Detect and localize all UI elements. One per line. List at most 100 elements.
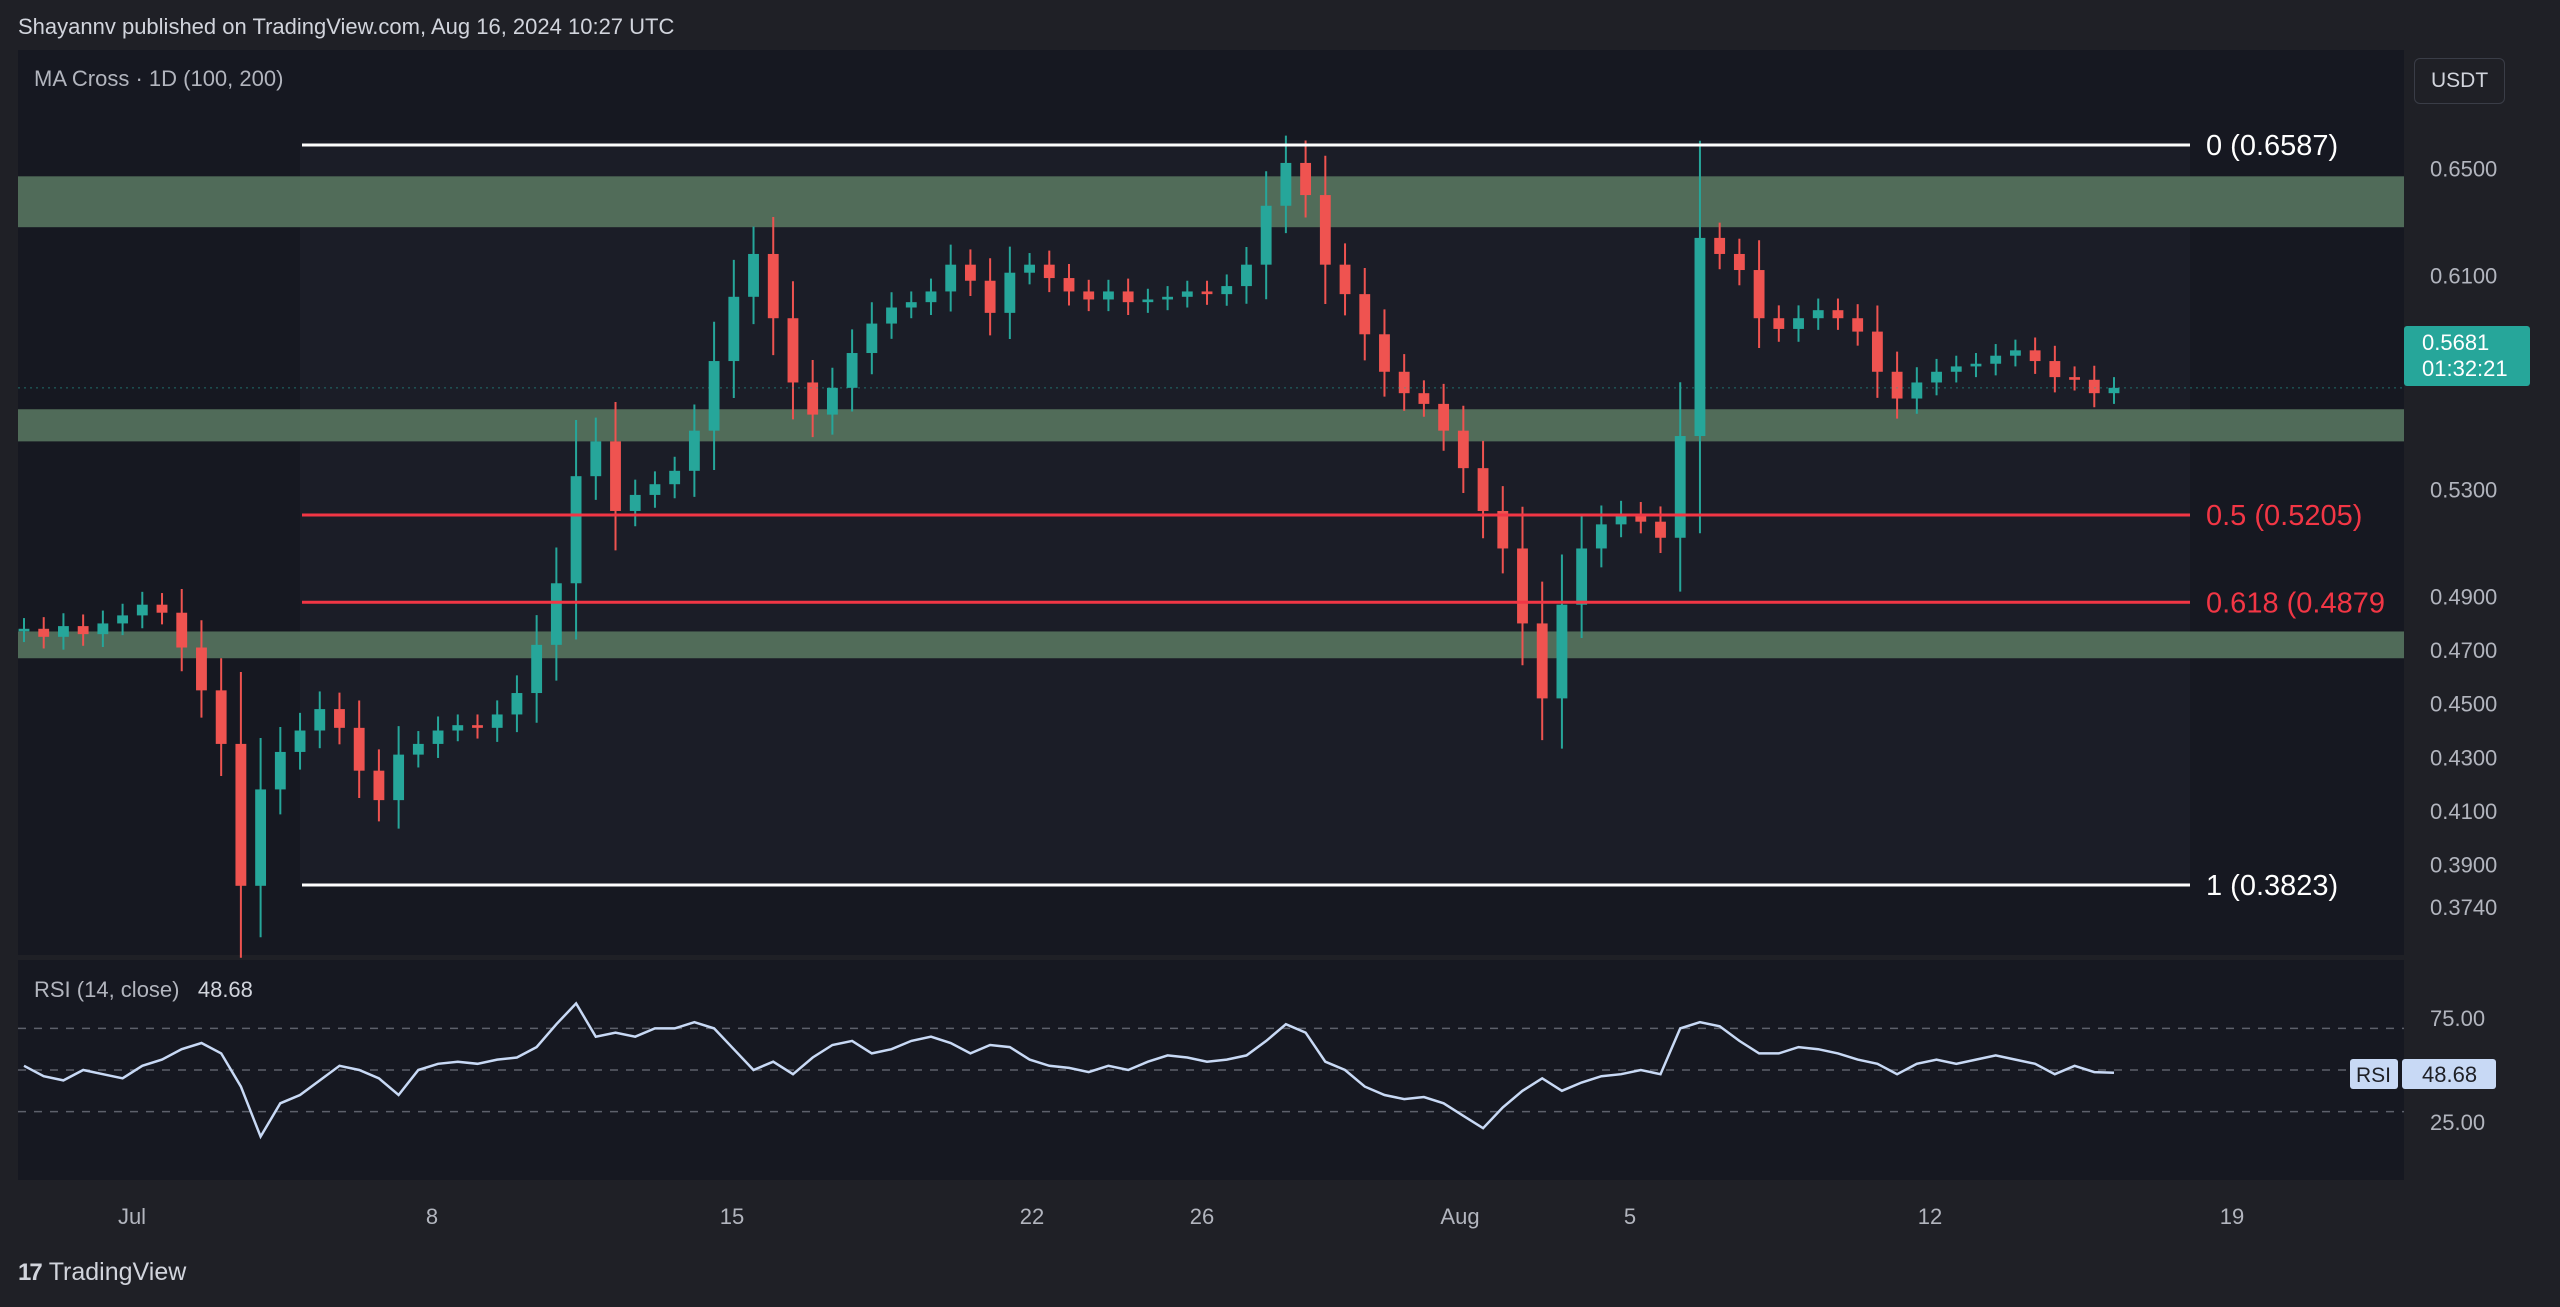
candle-body: [1162, 296, 1174, 300]
candle-body: [649, 484, 661, 495]
candle-body: [728, 296, 740, 362]
candle-body: [570, 476, 582, 584]
price-tick-label: 0.6500: [2430, 156, 2497, 181]
candle-body: [1576, 548, 1588, 605]
fib-level-label: 0 (0.6587): [2206, 130, 2338, 162]
candle-body: [1477, 468, 1489, 511]
candle-body: [1260, 205, 1272, 265]
candle-body: [117, 615, 129, 624]
candle-body: [1852, 318, 1864, 332]
time-axis-label: Aug: [1440, 1204, 1479, 1229]
candle-body: [1714, 237, 1726, 254]
candle-body: [629, 494, 641, 511]
candle-body: [2029, 350, 2041, 362]
candle-body: [274, 751, 286, 790]
candle-body: [1753, 270, 1765, 319]
candle-body: [610, 441, 621, 511]
candle-body: [1359, 294, 1371, 335]
candle-body: [708, 361, 720, 431]
candle-body: [1517, 548, 1528, 624]
support-resistance-zone: [18, 631, 2404, 659]
candle-body: [886, 307, 897, 324]
candle-body: [1832, 310, 1844, 319]
candle-body: [1635, 513, 1647, 522]
rsi-value-text: 48.68: [2422, 1062, 2477, 1087]
candle-body: [1241, 264, 1252, 287]
candle-body: [1793, 318, 1804, 329]
time-axis-label: 12: [1918, 1204, 1942, 1229]
candle-body: [925, 291, 937, 303]
candle-body: [2069, 377, 2080, 380]
candle-body: [1181, 291, 1193, 297]
candle-body: [1043, 264, 1055, 279]
price-tick-label: 0.4300: [2430, 745, 2497, 770]
candle-body: [393, 754, 405, 801]
candle-body: [531, 644, 543, 694]
fib-level-label: 0.5 (0.5205): [2206, 500, 2362, 532]
candle-body: [432, 730, 444, 744]
currency-button[interactable]: USDT: [2414, 58, 2506, 104]
candle-body: [1497, 510, 1509, 549]
candle-body: [156, 604, 168, 613]
time-axis-label: Jul: [118, 1204, 146, 1229]
candle-body: [472, 725, 483, 728]
candle-body: [452, 725, 464, 731]
price-tag-box: [2404, 326, 2530, 386]
price-tick-label: 0.4100: [2430, 799, 2497, 824]
candle-body: [1931, 371, 1942, 383]
price-tick-label: 0.4900: [2430, 585, 2497, 610]
candle-body: [1871, 331, 1883, 372]
fib-level-label: 0.618 (0.4879: [2206, 587, 2385, 619]
candle-body: [787, 318, 799, 383]
candle-body: [1773, 318, 1785, 329]
candle-body: [1556, 604, 1568, 699]
price-tick-label: 0.4500: [2430, 692, 2497, 717]
candle-body: [1655, 521, 1666, 538]
candle-body: [688, 430, 700, 471]
candle-body: [1891, 371, 1903, 399]
candle-body: [1024, 264, 1035, 273]
candle-body: [964, 264, 976, 281]
time-axis-label: 19: [2220, 1204, 2244, 1229]
candle-body: [1083, 291, 1095, 300]
candle-body: [1339, 264, 1351, 295]
candle-body: [826, 387, 838, 415]
candle-body: [1418, 393, 1430, 404]
candle-body: [945, 264, 957, 292]
time-axis-label: 22: [1020, 1204, 1044, 1229]
candle-body: [1122, 291, 1134, 303]
support-resistance-zone: [18, 409, 2404, 442]
price-tick-label: 0.3900: [2430, 852, 2497, 877]
time-axis-label: 5: [1624, 1204, 1636, 1229]
rsi-tag-box: [2350, 1059, 2398, 1089]
tradingview-logo[interactable]: 17 TradingView: [18, 1258, 186, 1287]
candle-body: [38, 628, 50, 637]
rsi-value-box: [2402, 1059, 2496, 1089]
candle-body: [1536, 623, 1548, 699]
candle-body: [294, 730, 306, 752]
candle-body: [1615, 513, 1627, 525]
candle-body: [1457, 430, 1469, 469]
time-axis-label: 8: [426, 1204, 438, 1229]
candle-body: [1142, 299, 1154, 303]
indicator-label[interactable]: MA Cross · 1D (100, 200): [34, 66, 284, 91]
candle-body: [1595, 524, 1607, 549]
candle-body: [18, 628, 30, 632]
candle-body: [1280, 162, 1292, 206]
candle-body: [2009, 350, 2021, 356]
candle-body: [373, 770, 385, 801]
candle-body: [1221, 286, 1233, 295]
candle-body: [255, 789, 267, 886]
candle-body: [807, 382, 819, 415]
candle-body: [2088, 379, 2100, 394]
candle-body: [1300, 162, 1312, 196]
rsi-pane-label[interactable]: RSI (14, close) 48.68: [34, 977, 253, 1003]
candle-body: [1733, 253, 1745, 271]
time-axis-label: 26: [1190, 1204, 1214, 1229]
price-tick-label: 0.5300: [2430, 478, 2497, 503]
candle-body: [334, 709, 345, 728]
rsi-line: [23, 1001, 2115, 1140]
rsi-tag-text: RSI: [2356, 1064, 2391, 1087]
candle-body: [1438, 403, 1450, 431]
